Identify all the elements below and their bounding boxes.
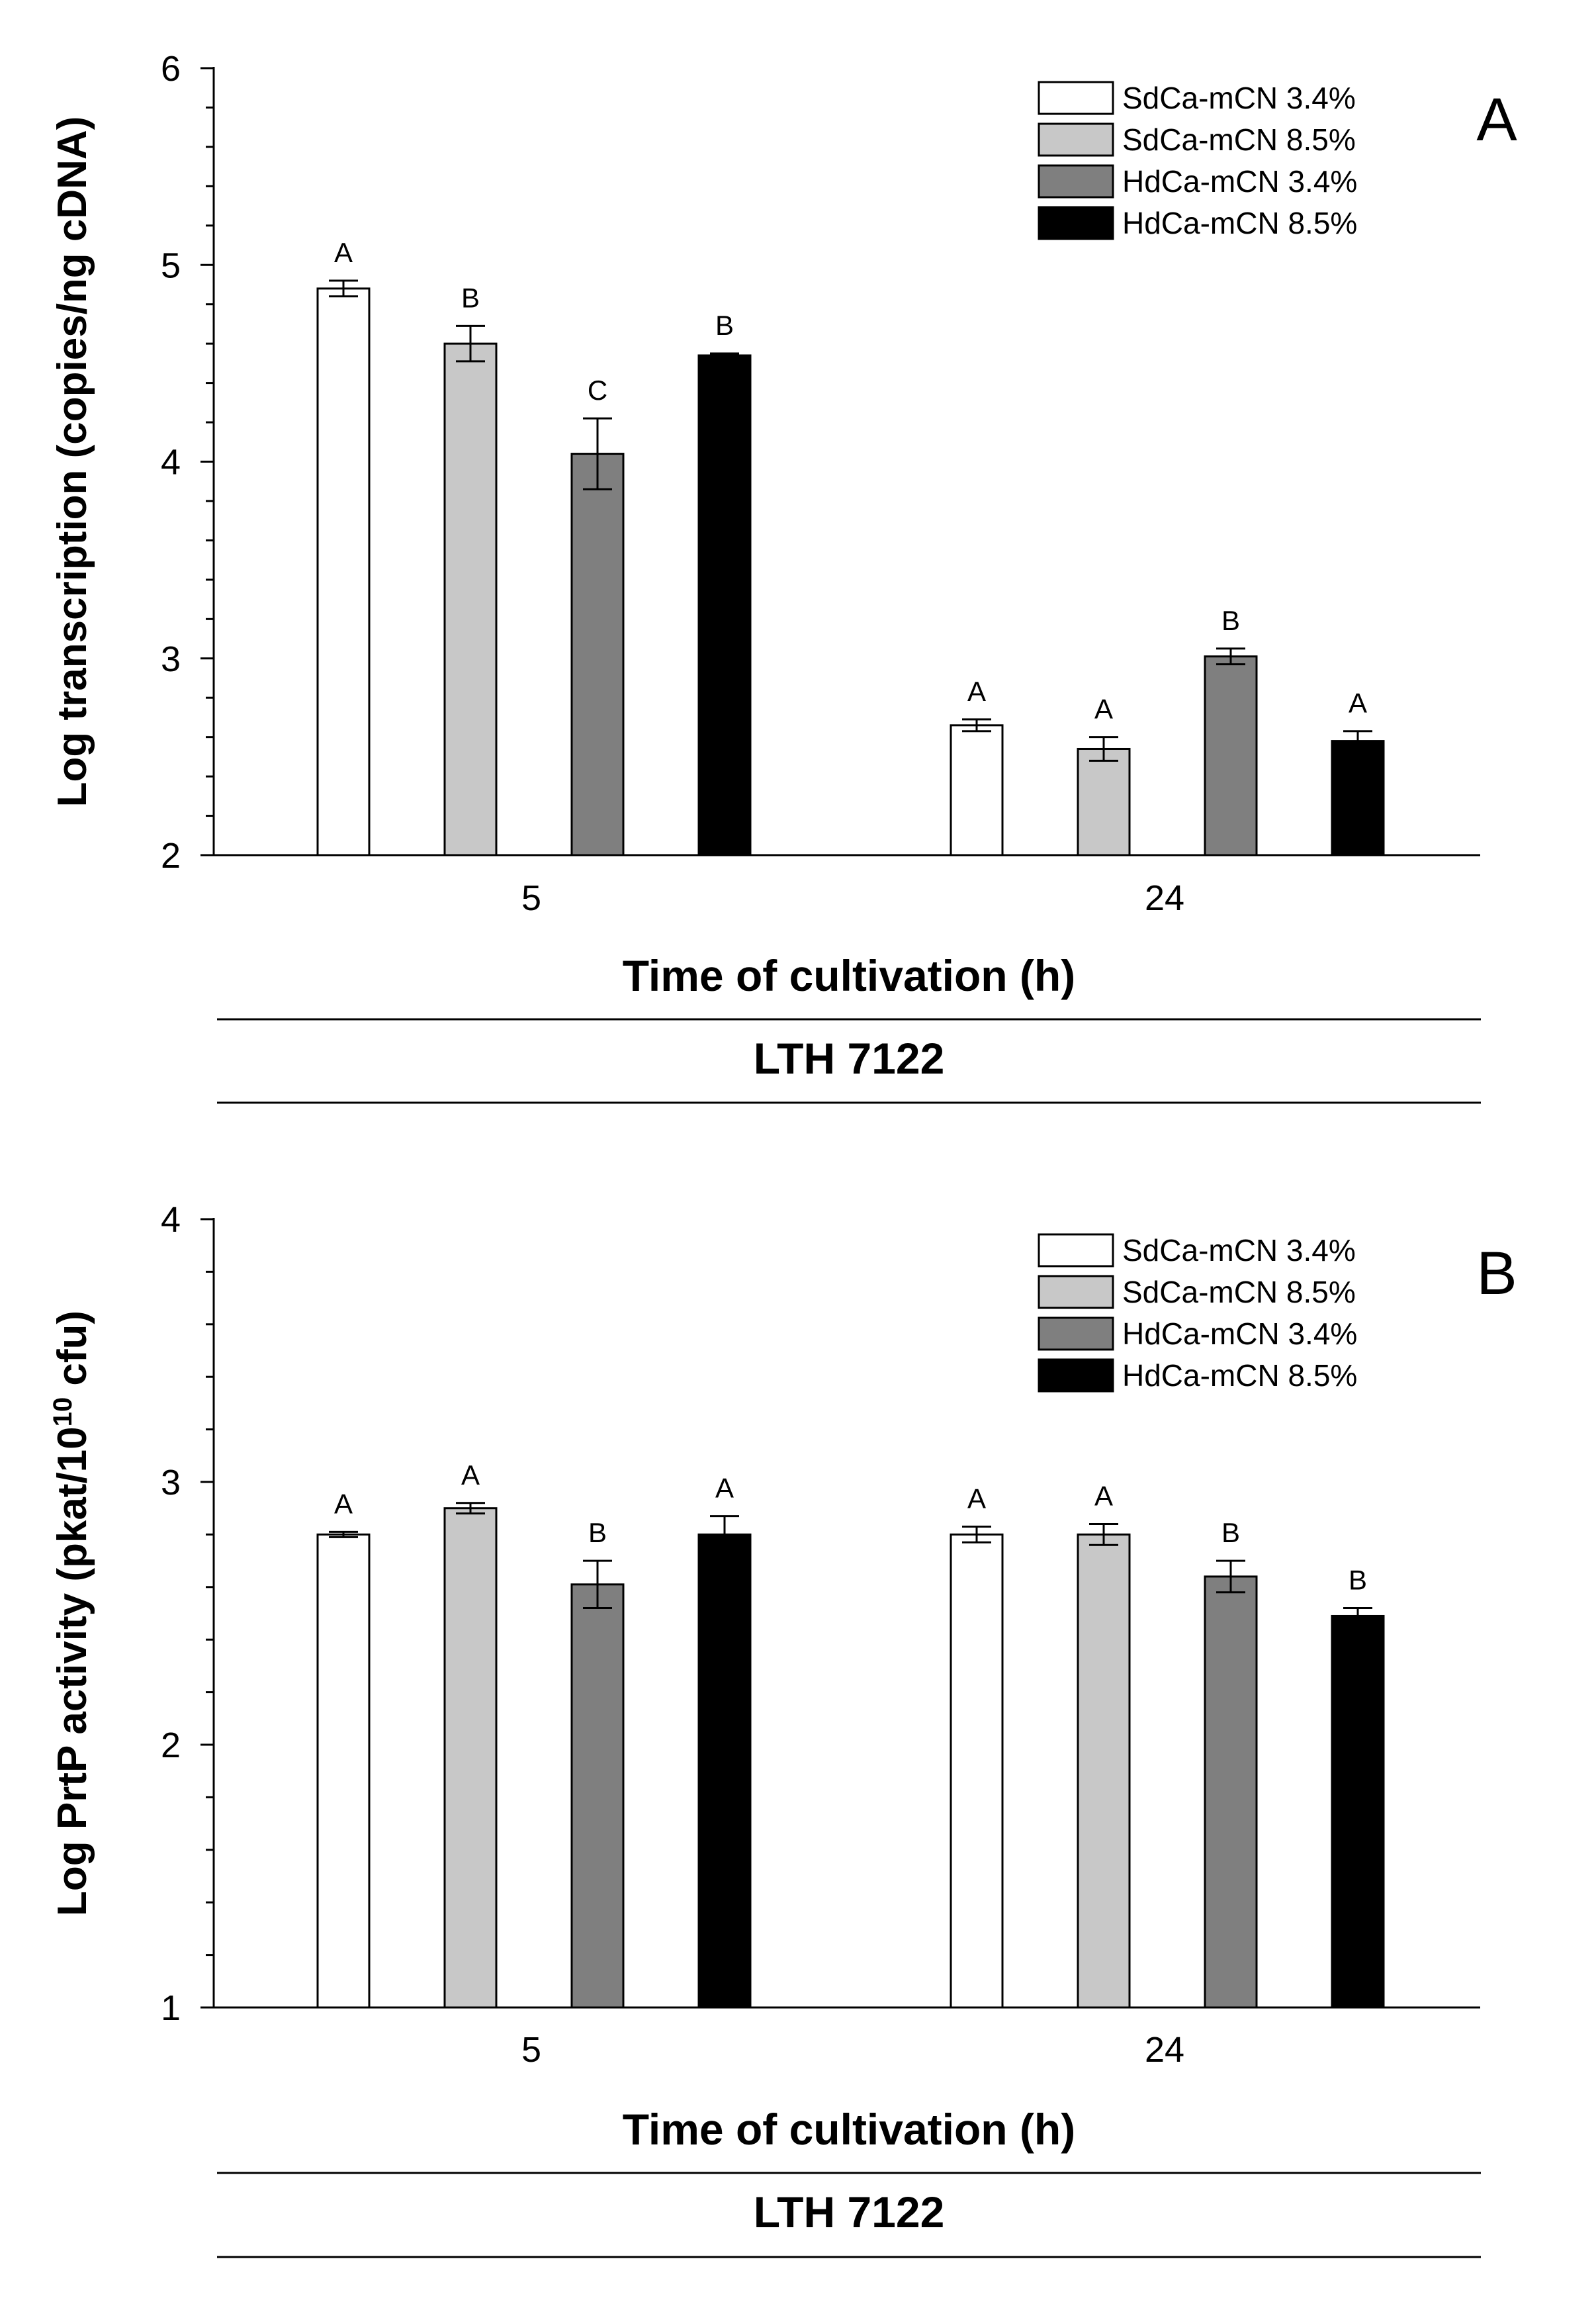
legend-label: HdCa-mCN 8.5%	[1122, 1358, 1357, 1393]
x-tick-label: 5	[521, 2030, 541, 2070]
bar	[1204, 655, 1258, 856]
x-tick-label: 24	[1145, 2030, 1184, 2070]
legend-swatch	[1038, 164, 1114, 199]
significance-label: A	[1094, 1481, 1113, 1512]
legend-label: SdCa-mCN 3.4%	[1122, 1233, 1356, 1267]
legend-label: HdCa-mCN 3.4%	[1122, 1316, 1357, 1351]
y-tick-label: 1	[161, 1988, 181, 2028]
y-tick-label: 2	[161, 1726, 181, 1765]
bar	[443, 342, 498, 856]
legend-label: SdCa-mCN 8.5%	[1122, 1275, 1356, 1309]
y-axis-title: Log PrtP activity (pkat/1010 cfu)	[48, 1311, 95, 1916]
significance-label: B	[1221, 1517, 1240, 1548]
y-tick-label: 6	[161, 49, 181, 89]
bar	[316, 287, 371, 856]
significance-label: A	[461, 1459, 480, 1491]
significance-label: A	[967, 1483, 986, 1514]
significance-label: A	[334, 237, 353, 268]
bar	[1077, 1533, 1131, 2009]
x-tick-label: 5	[521, 878, 541, 918]
bar	[697, 1533, 752, 2009]
legend-label: SdCa-mCN 8.5%	[1122, 122, 1356, 157]
bar	[697, 354, 752, 856]
bar	[570, 453, 625, 856]
panel-b: 1 2 3 4 Log PrtP activity (pkat/1010 cfu) A A A…	[48, 1200, 1517, 2258]
legend-label: HdCa-mCN 8.5%	[1122, 206, 1357, 240]
y-tick-label: 4	[161, 443, 181, 483]
panel-letter: B	[1476, 1240, 1517, 1307]
y-axis-title: Log transcription (copies/ng cDNA)	[50, 116, 95, 807]
bar	[950, 724, 1004, 856]
bar	[1204, 1575, 1258, 2009]
y-tick-label: 2	[161, 836, 181, 876]
y-tick-label: 4	[161, 1200, 181, 1240]
significance-label: B	[715, 310, 734, 341]
y-tick-label: 3	[161, 1463, 181, 1502]
panel-a: 2 3 4 5 6 Log transcription (copies/ng cDNA) A…	[50, 49, 1517, 1104]
y-tick-label: 5	[161, 246, 181, 285]
significance-label: B	[1221, 605, 1240, 636]
legend-swatch	[1038, 1358, 1114, 1393]
significance-label: A	[1094, 694, 1113, 725]
x-tick-label: 24	[1145, 878, 1184, 918]
significance-label: A	[1349, 688, 1367, 719]
bar	[1331, 1614, 1385, 2009]
significance-label: B	[461, 282, 480, 313]
bar	[570, 1583, 625, 2009]
significance-label: A	[334, 1488, 353, 1519]
bar	[443, 1507, 498, 2009]
legend-swatch	[1038, 1233, 1114, 1267]
legend-swatch	[1038, 1316, 1114, 1351]
bar	[1077, 747, 1131, 856]
x-axis-title: Time of cultivation (h)	[623, 2105, 1075, 2154]
legend-swatch	[1038, 81, 1114, 115]
strain-label: LTH 7122	[754, 2188, 945, 2236]
y-axis-title-sup: 10	[48, 1397, 77, 1427]
legend-swatch	[1038, 1275, 1114, 1309]
legend-label: SdCa-mCN 3.4%	[1122, 81, 1356, 115]
strain-label: LTH 7122	[754, 1034, 945, 1083]
y-axis-title-end: cfu)	[50, 1311, 95, 1397]
significance-label: A	[715, 1473, 734, 1504]
legend: SdCa-mCN 3.4% SdCa-mCN 8.5% HdCa-mCN 3.4% H…	[1038, 1233, 1357, 1393]
significance-label: B	[1349, 1565, 1367, 1596]
legend-swatch	[1038, 122, 1114, 157]
legend-label: HdCa-mCN 3.4%	[1122, 164, 1357, 199]
significance-label: A	[967, 676, 986, 707]
bar	[950, 1533, 1004, 2009]
legend: SdCa-mCN 3.4% SdCa-mCN 8.5% HdCa-mCN 3.4% H…	[1038, 81, 1357, 240]
significance-label: C	[588, 375, 607, 406]
bar	[1331, 740, 1385, 856]
significance-label: B	[588, 1517, 607, 1548]
y-tick-label: 3	[161, 639, 181, 679]
x-axis-title: Time of cultivation (h)	[623, 951, 1075, 1000]
bar	[316, 1533, 371, 2009]
legend-swatch	[1038, 206, 1114, 240]
panel-letter: A	[1476, 86, 1517, 154]
